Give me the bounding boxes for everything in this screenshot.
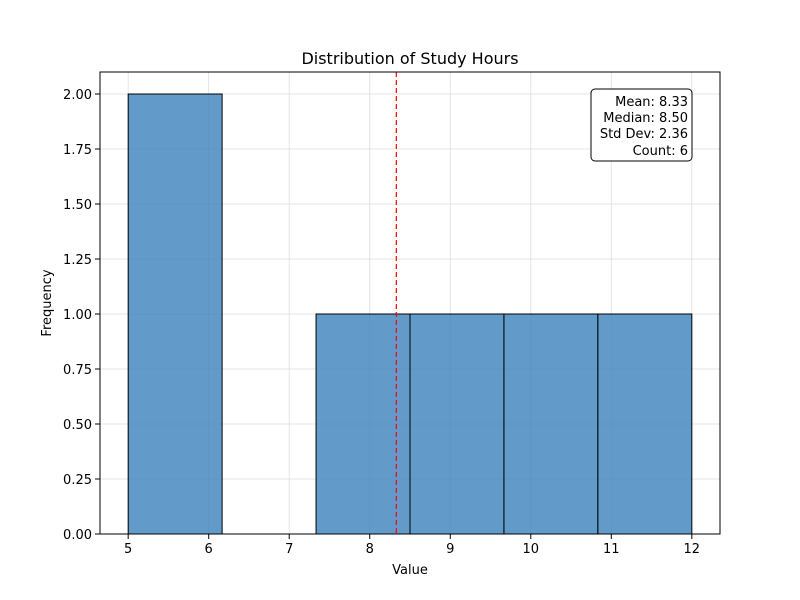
x-tick-label: 10 bbox=[523, 542, 540, 557]
chart-title: Distribution of Study Hours bbox=[301, 49, 518, 68]
histogram-bar bbox=[315, 313, 411, 535]
x-tick-label: 11 bbox=[603, 542, 620, 557]
stats-box: Mean: 8.33 Median: 8.50 Std Dev: 2.36 Co… bbox=[590, 88, 693, 162]
y-tick-label: 0.25 bbox=[63, 473, 92, 488]
y-axis-label: Frequency bbox=[40, 269, 55, 336]
y-tick-label: 0.00 bbox=[63, 528, 92, 543]
stats-mean: Mean: 8.33 bbox=[615, 95, 688, 110]
plot-frame bbox=[99, 71, 721, 535]
x-tick-label: 6 bbox=[205, 542, 213, 557]
stats-median: Median: 8.50 bbox=[603, 111, 688, 126]
y-tick-label: 1.25 bbox=[63, 253, 92, 268]
y-tick-label: 2.00 bbox=[63, 88, 92, 103]
y-tick-label: 0.50 bbox=[63, 418, 92, 433]
stats-box-frame bbox=[590, 88, 693, 162]
y-tick-label: 1.50 bbox=[63, 198, 92, 213]
x-tick-label: 8 bbox=[366, 542, 374, 557]
histogram-bar bbox=[409, 313, 505, 535]
x-tick-label: 5 bbox=[124, 542, 132, 557]
histogram-bar bbox=[503, 313, 599, 535]
bars bbox=[127, 93, 693, 535]
x-tick-label: 9 bbox=[446, 542, 454, 557]
x-axis-ticks: 5 6 7 8 9 10 11 12 bbox=[124, 534, 700, 557]
y-tick-label: 1.75 bbox=[63, 143, 92, 158]
x-tick-label: 12 bbox=[684, 542, 701, 557]
y-tick-label: 0.75 bbox=[63, 363, 92, 378]
stats-std-dev: Std Dev: 2.36 bbox=[600, 127, 688, 142]
stats-count: Count: 6 bbox=[633, 144, 688, 159]
histogram-bar bbox=[597, 313, 693, 535]
y-tick-label: 1.00 bbox=[63, 308, 92, 323]
x-axis-label: Value bbox=[392, 563, 428, 578]
y-axis-ticks: 0.00 0.25 0.50 0.75 1.00 1.25 1.50 1.75 2.00 bbox=[63, 88, 100, 543]
histogram-bar bbox=[127, 93, 223, 535]
x-tick-label: 7 bbox=[285, 542, 293, 557]
